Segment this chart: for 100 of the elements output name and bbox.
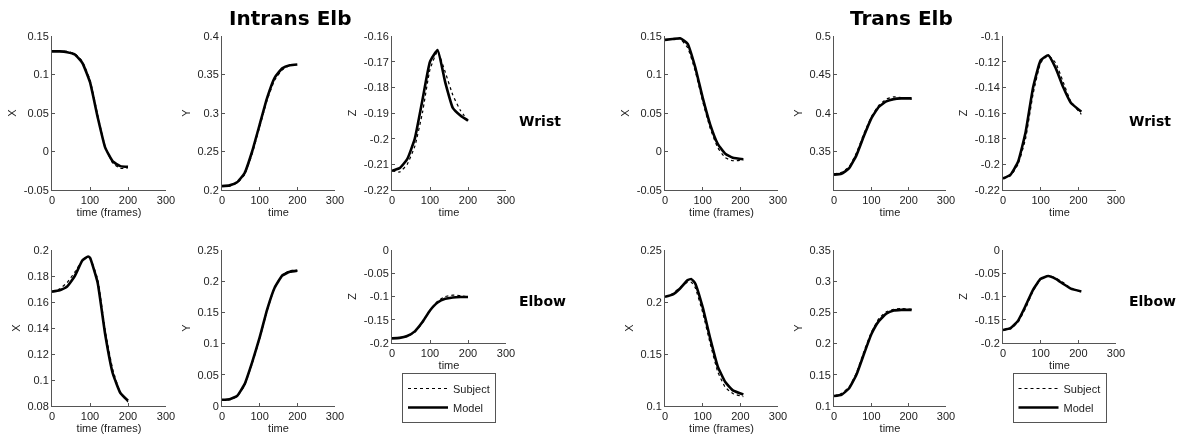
- y-tick-label: -0.2: [980, 158, 1000, 171]
- y-tick-label: -0.22: [363, 183, 389, 196]
- y-tick-label: 0.35: [197, 68, 219, 81]
- y-tick-label: 0.15: [27, 29, 49, 42]
- y-axis-title: Z: [957, 109, 970, 117]
- y-tick-label: 0.05: [197, 368, 219, 381]
- x-tick-label: 300: [156, 194, 176, 207]
- legend-label: Model: [453, 401, 483, 414]
- y-tick-label: 0.05: [640, 106, 662, 119]
- y-tick-label: 0: [382, 243, 389, 256]
- x-axis-title: time: [879, 422, 901, 434]
- y-tick-label: -0.21: [363, 158, 389, 171]
- x-tick-label: 100: [420, 347, 440, 360]
- x-tick-label: 200: [899, 410, 918, 423]
- text: Elbow: [1129, 293, 1176, 309]
- y-tick-label: 0: [42, 145, 49, 158]
- legend-label: Subject: [453, 382, 490, 395]
- y-tick-label: 0.14: [27, 321, 49, 334]
- y-tick-label: 0.15: [809, 368, 831, 381]
- text: Wrist: [519, 113, 562, 129]
- chart-title: Intrans Elb: [229, 6, 352, 30]
- y-tick-label: 0.2: [646, 295, 662, 308]
- y-tick-label: 0.1: [33, 68, 49, 81]
- y-tick-label: 0.3: [815, 275, 831, 288]
- x-axis-title: time (frames): [76, 422, 142, 434]
- x-tick-label: 200: [1069, 347, 1088, 360]
- y-axis-title: X: [10, 323, 23, 332]
- text: Elbow: [519, 293, 566, 309]
- x-tick-label: 100: [1031, 194, 1050, 207]
- y-tick-label: -0.15: [974, 313, 1000, 326]
- y-tick-label: 0.2: [203, 275, 219, 288]
- y-tick-label: 0.25: [640, 243, 662, 256]
- x-tick-label: 300: [325, 194, 345, 207]
- y-axis-title: X: [619, 108, 632, 117]
- y-axis-title: Y: [180, 108, 193, 117]
- x-tick-label: 300: [1106, 347, 1126, 360]
- x-tick-label: 200: [458, 347, 478, 360]
- y-tick-label: -0.2: [369, 132, 389, 145]
- y-tick-label: 0.25: [809, 306, 831, 319]
- x-tick-label: 100: [80, 410, 100, 423]
- y-tick-label: -0.1: [369, 290, 389, 303]
- y-tick-label: -0.18: [363, 81, 389, 94]
- x-tick-label: 200: [458, 194, 478, 207]
- y-tick-label: 0: [212, 399, 219, 412]
- x-axis-title: time (frames): [76, 206, 142, 219]
- y-tick-label: -0.05: [363, 267, 389, 280]
- y-axis-title: Y: [792, 323, 805, 332]
- y-axis-title: Y: [792, 108, 805, 117]
- x-axis-title: time (frames): [689, 422, 754, 434]
- y-axis-title: Z: [346, 109, 359, 117]
- x-tick-label: 300: [325, 410, 345, 423]
- x-tick-label: 200: [1069, 194, 1088, 207]
- y-tick-label: 0.2: [33, 243, 49, 256]
- y-axis-title: Z: [346, 292, 359, 300]
- y-tick-label: 0.3: [203, 106, 219, 119]
- y-tick-label: 0.15: [640, 29, 662, 42]
- y-tick-label: 0.4: [815, 106, 831, 119]
- x-tick-label: 100: [420, 194, 440, 207]
- y-tick-label: 0.1: [646, 68, 662, 81]
- x-tick-label: 200: [118, 194, 138, 207]
- text: Wrist: [1129, 113, 1172, 129]
- y-tick-label: -0.12: [974, 55, 1000, 68]
- y-axis-title: Y: [180, 323, 193, 332]
- y-axis-title: X: [623, 323, 636, 332]
- legend-label: Model: [1063, 401, 1094, 414]
- y-tick-label: 0.15: [640, 347, 662, 360]
- y-tick-label: 0.15: [197, 306, 219, 319]
- x-tick-label: 300: [496, 347, 516, 360]
- x-tick-label: 200: [288, 194, 307, 207]
- x-tick-label: 300: [496, 194, 516, 207]
- x-axis-title: time: [438, 359, 460, 372]
- y-tick-label: -0.2: [980, 336, 1000, 349]
- chart-title: Trans Elb: [850, 6, 953, 30]
- y-tick-label: 0: [655, 145, 662, 158]
- y-tick-label: 0.1: [815, 399, 831, 412]
- x-axis-title: time: [879, 206, 901, 219]
- x-tick-label: 100: [862, 410, 881, 423]
- y-tick-label: 0.4: [203, 29, 219, 42]
- y-tick-label: 0.12: [27, 347, 49, 360]
- y-tick-label: 0.18: [27, 269, 49, 282]
- x-tick-label: 100: [1031, 347, 1050, 360]
- x-tick-label: 200: [731, 194, 750, 207]
- y-tick-label: -0.1: [980, 290, 1000, 303]
- y-tick-label: -0.05: [636, 183, 662, 196]
- y-tick-label: -0.15: [363, 313, 389, 326]
- x-tick-label: 200: [288, 410, 307, 423]
- y-tick-label: 0.45: [809, 68, 831, 81]
- y-axis-title: X: [6, 108, 19, 117]
- y-tick-label: -0.22: [974, 183, 1000, 196]
- x-tick-label: 100: [80, 194, 100, 207]
- y-tick-label: -0.1: [980, 29, 1000, 42]
- y-tick-label: 0.16: [27, 295, 49, 308]
- y-tick-label: -0.05: [974, 267, 1000, 280]
- y-tick-label: -0.17: [363, 55, 389, 68]
- y-tick-label: 0.1: [203, 337, 219, 350]
- x-tick-label: 300: [156, 410, 176, 423]
- x-tick-label: 300: [1106, 194, 1126, 207]
- x-axis-title: time: [268, 206, 289, 219]
- x-tick-label: 200: [731, 410, 750, 423]
- x-axis-title: time: [438, 206, 460, 219]
